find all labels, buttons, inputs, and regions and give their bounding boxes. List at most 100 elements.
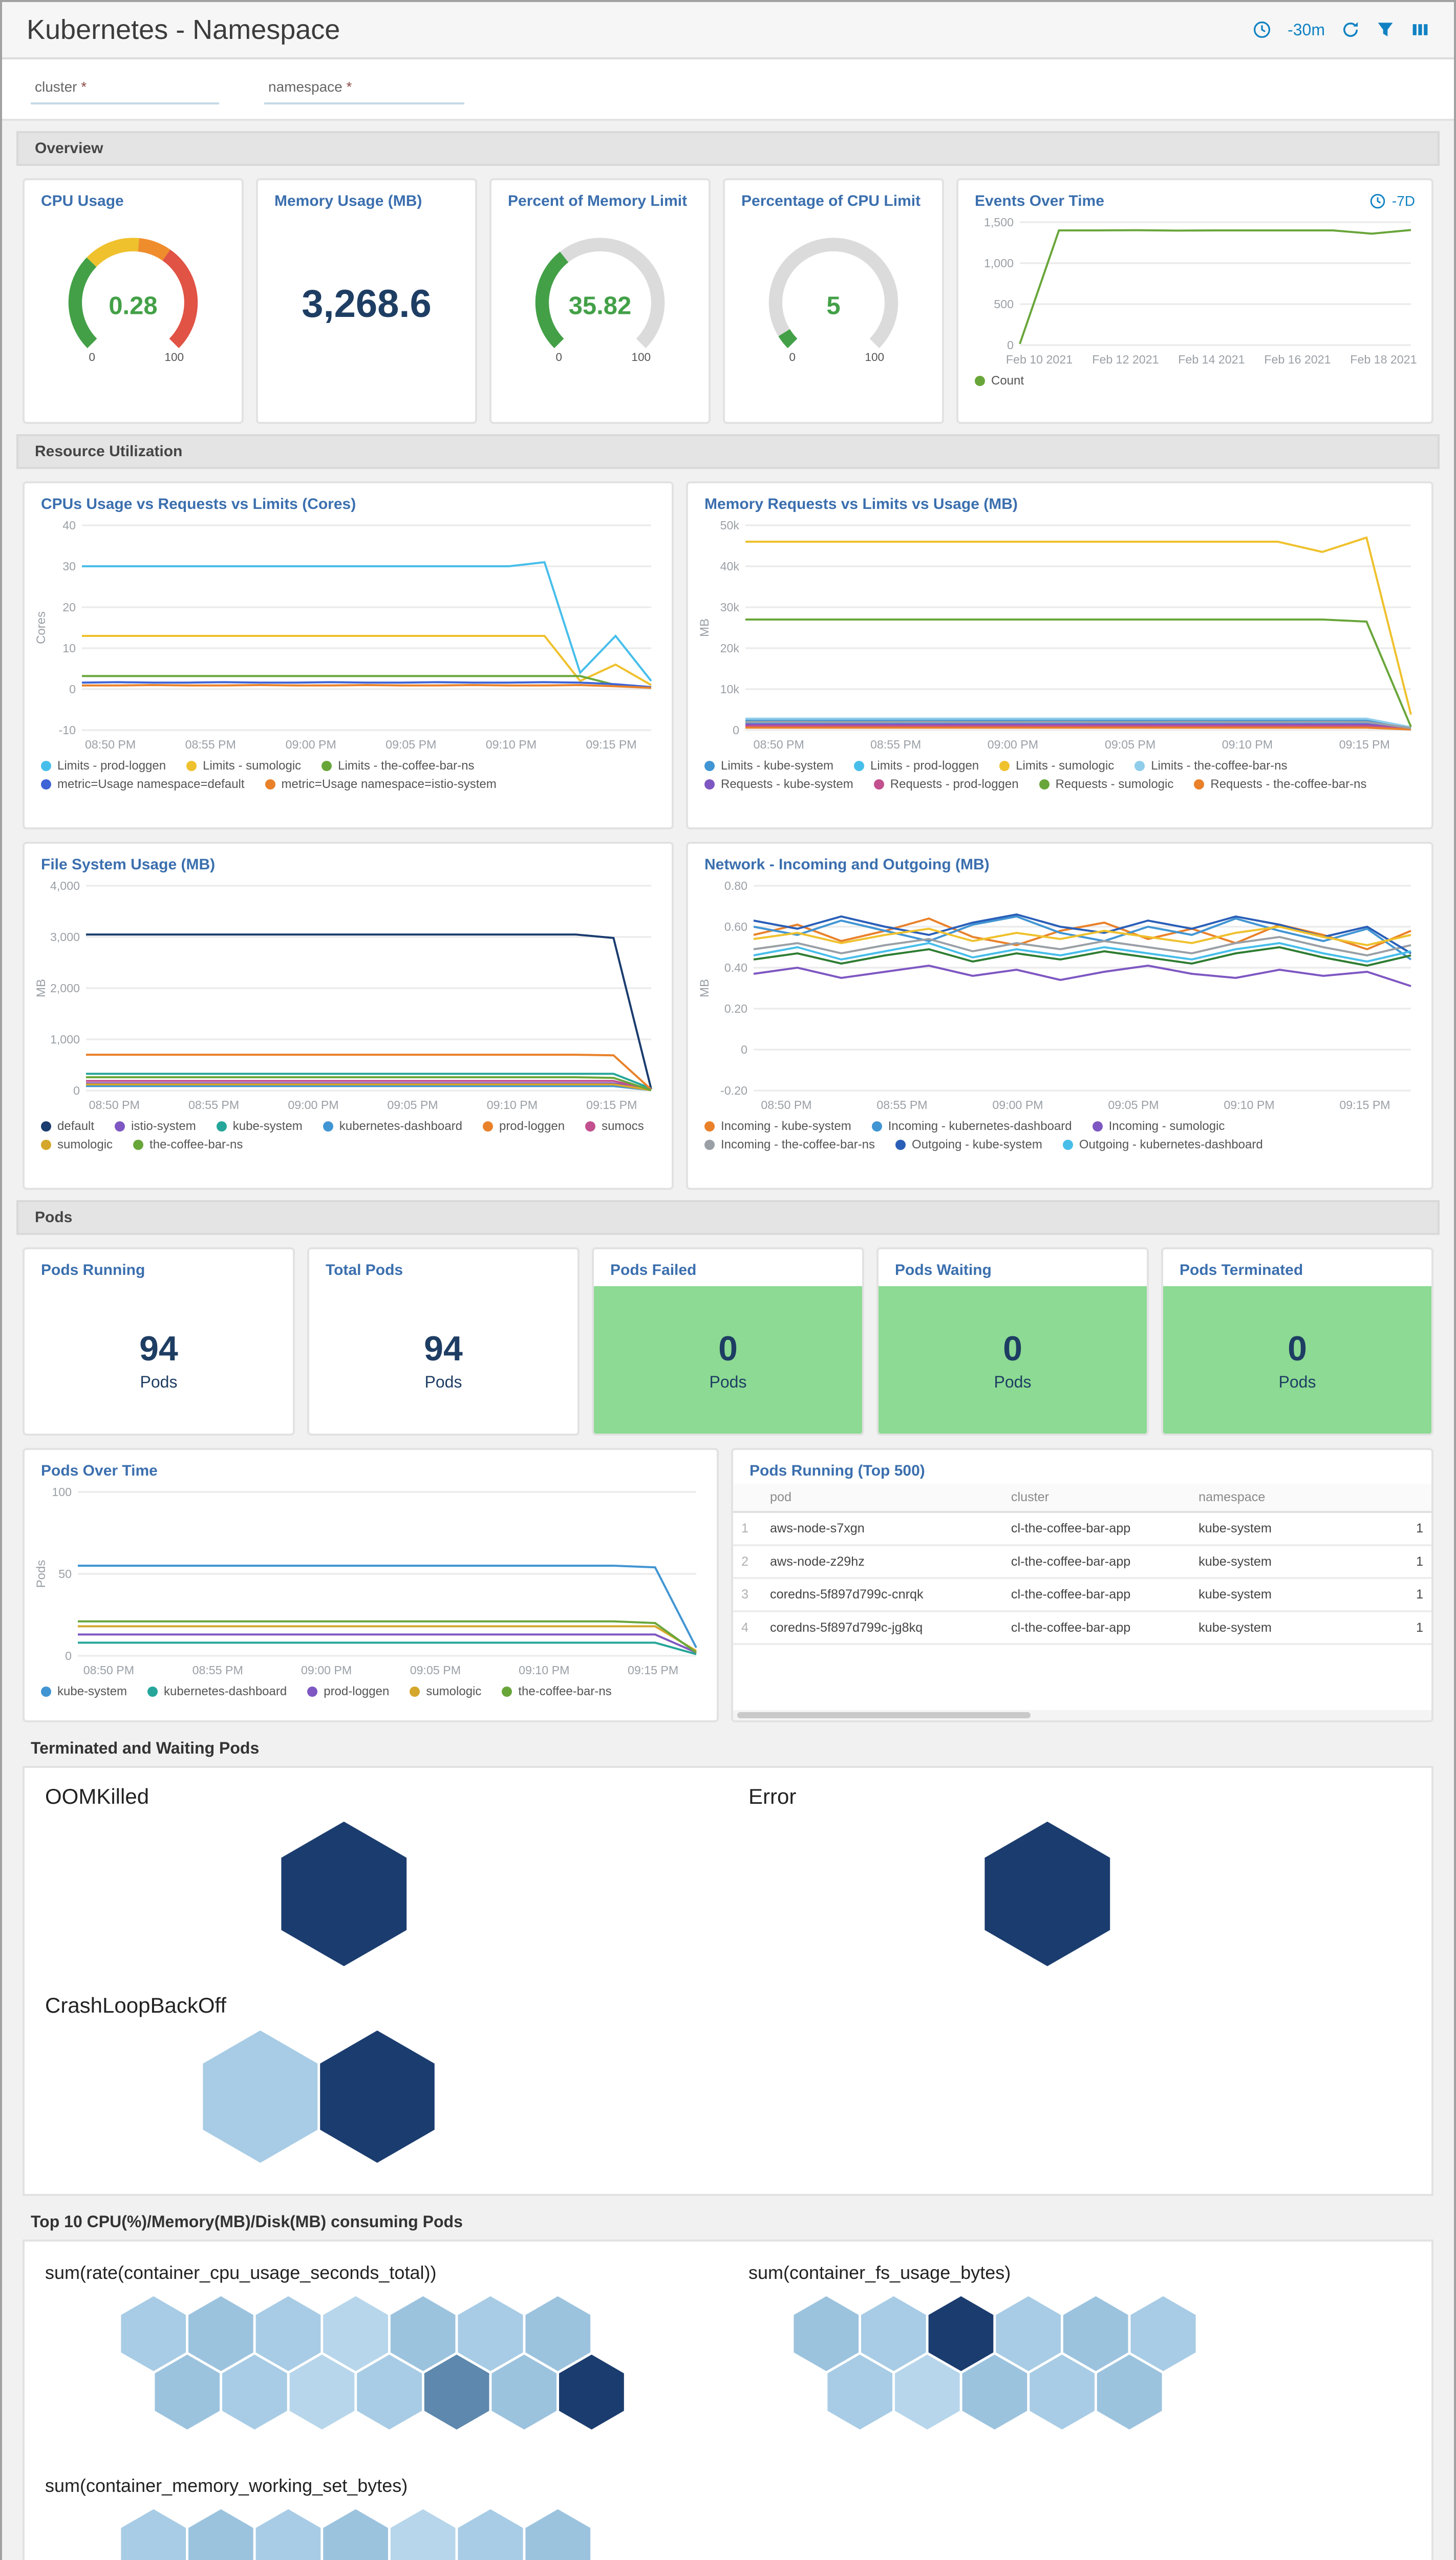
legend-item[interactable]: prod-loggen (482, 1119, 565, 1134)
legend-item[interactable]: kubernetes-dashboard (147, 1684, 287, 1699)
legend-item[interactable]: metric=Usage namespace=istio-system (265, 777, 497, 792)
panel-memory-usage: Memory Usage (MB) 3,268.6 (256, 178, 477, 424)
table-row[interactable]: 2 aws-node-z29hz cl-the-coffee-bar-app kube… (733, 1545, 1431, 1580)
time-range[interactable]: -30m (1288, 20, 1325, 39)
legend-item[interactable]: sumocs (585, 1119, 644, 1134)
scrollbar-thumb[interactable] (737, 1712, 1031, 1718)
stat-value: 0 (1288, 1329, 1307, 1368)
memory-usage-value: 3,268.6 (302, 282, 432, 326)
horizontal-scrollbar[interactable] (733, 1710, 1431, 1720)
oomkilled-honeycomb[interactable] (25, 1817, 728, 1971)
svg-text:0: 0 (69, 682, 76, 696)
cpu-consuming-honeycomb[interactable] (117, 2292, 728, 2443)
table-row[interactable]: 3 coredns-5f897d799c-cnrqk cl-the-coffee-b… (733, 1578, 1431, 1612)
namespace-filter[interactable]: namespace * (264, 74, 465, 104)
legend-item[interactable]: Limits - kube-system (704, 759, 833, 773)
pods-over-time-chart[interactable]: 0 50 100 Pods 08:50 PM 08:55 PM 09:00 PM 09:05 … (33, 1484, 709, 1680)
panel-cpu-usage: CPU Usage 0.28 0 100 (23, 178, 244, 424)
svg-text:08:50 PM: 08:50 PM (761, 1098, 811, 1112)
file-system-line-chart[interactable]: 0 1,000 2,000 3,000 4,000 MB 08:50 PM 08:55 PM 0… (33, 878, 663, 1115)
column-header[interactable]: pod (762, 1484, 1003, 1513)
legend-item[interactable]: Limits - prod-loggen (854, 759, 979, 773)
stat-unit: Pods (424, 1372, 462, 1391)
legend-item[interactable]: default (41, 1119, 94, 1134)
panel-title: Pods Failed (610, 1262, 697, 1278)
panel-title: Network - Incoming and Outgoing (MB) (704, 856, 990, 873)
column-header[interactable] (1364, 1484, 1431, 1513)
legend-item[interactable]: Incoming - the-coffee-bar-ns (704, 1138, 875, 1152)
panel-title: File System Usage (MB) (41, 856, 216, 873)
memory-consuming-honeycomb[interactable] (117, 2505, 1431, 2560)
section-resource-utilization[interactable]: Resource Utilization (16, 434, 1440, 469)
svg-text:09:05 PM: 09:05 PM (386, 738, 436, 751)
svg-text:Feb 16 2021: Feb 16 2021 (1264, 353, 1331, 366)
legend-item[interactable]: kube-system (41, 1684, 127, 1699)
crashloopbackoff-honeycomb[interactable] (199, 2026, 1431, 2175)
table-row[interactable]: 1 aws-node-s7xgn cl-the-coffee-bar-app kube… (733, 1512, 1431, 1546)
panel-pods-terminated: Pods Terminated 0 Pods (1161, 1247, 1433, 1436)
memory-usage-line-chart[interactable]: 0 10k 20k 30k 40k 50k MB 08:50 PM 08:55 PM 09:00 … (696, 517, 1423, 755)
legend-item[interactable]: Outgoing - kube-system (895, 1138, 1042, 1152)
legend-item[interactable]: the-coffee-bar-ns (133, 1138, 243, 1152)
disk-consuming-honeycomb[interactable] (789, 2292, 1431, 2443)
cpu-usage-line-chart[interactable]: -10 0 10 20 30 40 Cores 08:50 PM 08:55 PM 09:00 P… (33, 517, 663, 755)
panels-icon[interactable] (1411, 20, 1429, 39)
svg-text:09:15 PM: 09:15 PM (586, 1098, 637, 1112)
error-label: Error (748, 1784, 797, 1808)
section-overview[interactable]: Overview (16, 131, 1440, 166)
refresh-icon[interactable] (1341, 20, 1360, 39)
legend-item[interactable]: Count (975, 374, 1024, 388)
legend-item[interactable]: Incoming - kube-system (704, 1119, 851, 1134)
svg-text:0.80: 0.80 (724, 879, 747, 892)
events-over-time-chart[interactable]: 0 500 1,000 1,500 Feb 10 2021 Feb 12 2021 Feb … (967, 214, 1423, 370)
chart-legend: Limits - prod-loggen Limits - sumologic Li… (25, 755, 672, 796)
legend-item[interactable]: Limits - the-coffee-bar-ns (322, 759, 474, 773)
column-header[interactable]: namespace (1190, 1484, 1365, 1513)
svg-text:09:00 PM: 09:00 PM (286, 738, 336, 751)
legend-item[interactable]: Limits - sumologic (186, 759, 301, 773)
legend-item[interactable]: the-coffee-bar-ns (502, 1684, 612, 1699)
cluster-filter[interactable]: cluster * (31, 74, 219, 104)
svg-text:0.60: 0.60 (724, 920, 747, 933)
cluster-filter-label: cluster (35, 79, 77, 95)
legend-item[interactable]: Requests - the-coffee-bar-ns (1194, 777, 1366, 792)
svg-text:50: 50 (58, 1567, 72, 1581)
legend-item[interactable]: sumologic (41, 1138, 113, 1152)
table-cell: kube-system (1190, 1545, 1365, 1580)
legend-item[interactable]: Requests - prod-loggen (873, 777, 1019, 792)
legend-item[interactable]: prod-loggen (307, 1684, 389, 1699)
legend-item[interactable]: Incoming - kubernetes-dashboard (871, 1119, 1072, 1134)
namespace-filter-input[interactable] (358, 78, 461, 96)
legend-item[interactable]: sumologic (410, 1684, 481, 1699)
legend-item[interactable]: Limits - the-coffee-bar-ns (1134, 759, 1288, 773)
legend-item[interactable]: Incoming - sumologic (1092, 1119, 1225, 1134)
legend-item[interactable]: Outgoing - kubernetes-dashboard (1062, 1138, 1263, 1152)
legend-item[interactable]: kube-system (216, 1119, 303, 1134)
cluster-filter-input[interactable] (93, 78, 196, 96)
legend-item[interactable]: Requests - sumologic (1039, 777, 1173, 792)
legend-item[interactable]: Limits - prod-loggen (41, 759, 166, 773)
column-header[interactable]: cluster (1002, 1484, 1191, 1513)
panel-time-range[interactable]: -7D (1369, 193, 1415, 209)
table-cell: aws-node-z29hz (762, 1545, 1003, 1580)
filter-icon[interactable] (1376, 20, 1395, 39)
legend-item[interactable]: istio-system (115, 1119, 196, 1134)
legend-item[interactable]: metric=Usage namespace=default (41, 777, 245, 792)
table-row[interactable]: 4 coredns-5f897d799c-jg8kq cl-the-coffee-b… (733, 1611, 1431, 1646)
svg-text:500: 500 (994, 297, 1014, 311)
svg-text:1,000: 1,000 (984, 257, 1014, 270)
stat-value-box: 94 Pods (25, 1286, 293, 1434)
section-pods[interactable]: Pods (16, 1200, 1440, 1235)
legend-item[interactable]: Requests - kube-system (704, 777, 853, 792)
svg-text:08:50 PM: 08:50 PM (83, 1663, 134, 1677)
svg-text:30k: 30k (720, 601, 740, 614)
legend-item[interactable]: Limits - sumologic (999, 759, 1114, 773)
error-honeycomb[interactable] (728, 1817, 1431, 1971)
crashloopbackoff-label: CrashLoopBackOff (45, 1993, 227, 2017)
svg-text:08:55 PM: 08:55 PM (876, 1098, 927, 1112)
legend-item[interactable]: kubernetes-dashboard (323, 1119, 462, 1134)
panel-total-pods: Total Pods 94 Pods (307, 1247, 580, 1436)
network-line-chart[interactable]: -0.20 0 0.20 0.40 0.60 0.80 MB 08:50 PM 08:55 PM… (696, 878, 1423, 1115)
svg-text:08:55 PM: 08:55 PM (185, 738, 236, 751)
